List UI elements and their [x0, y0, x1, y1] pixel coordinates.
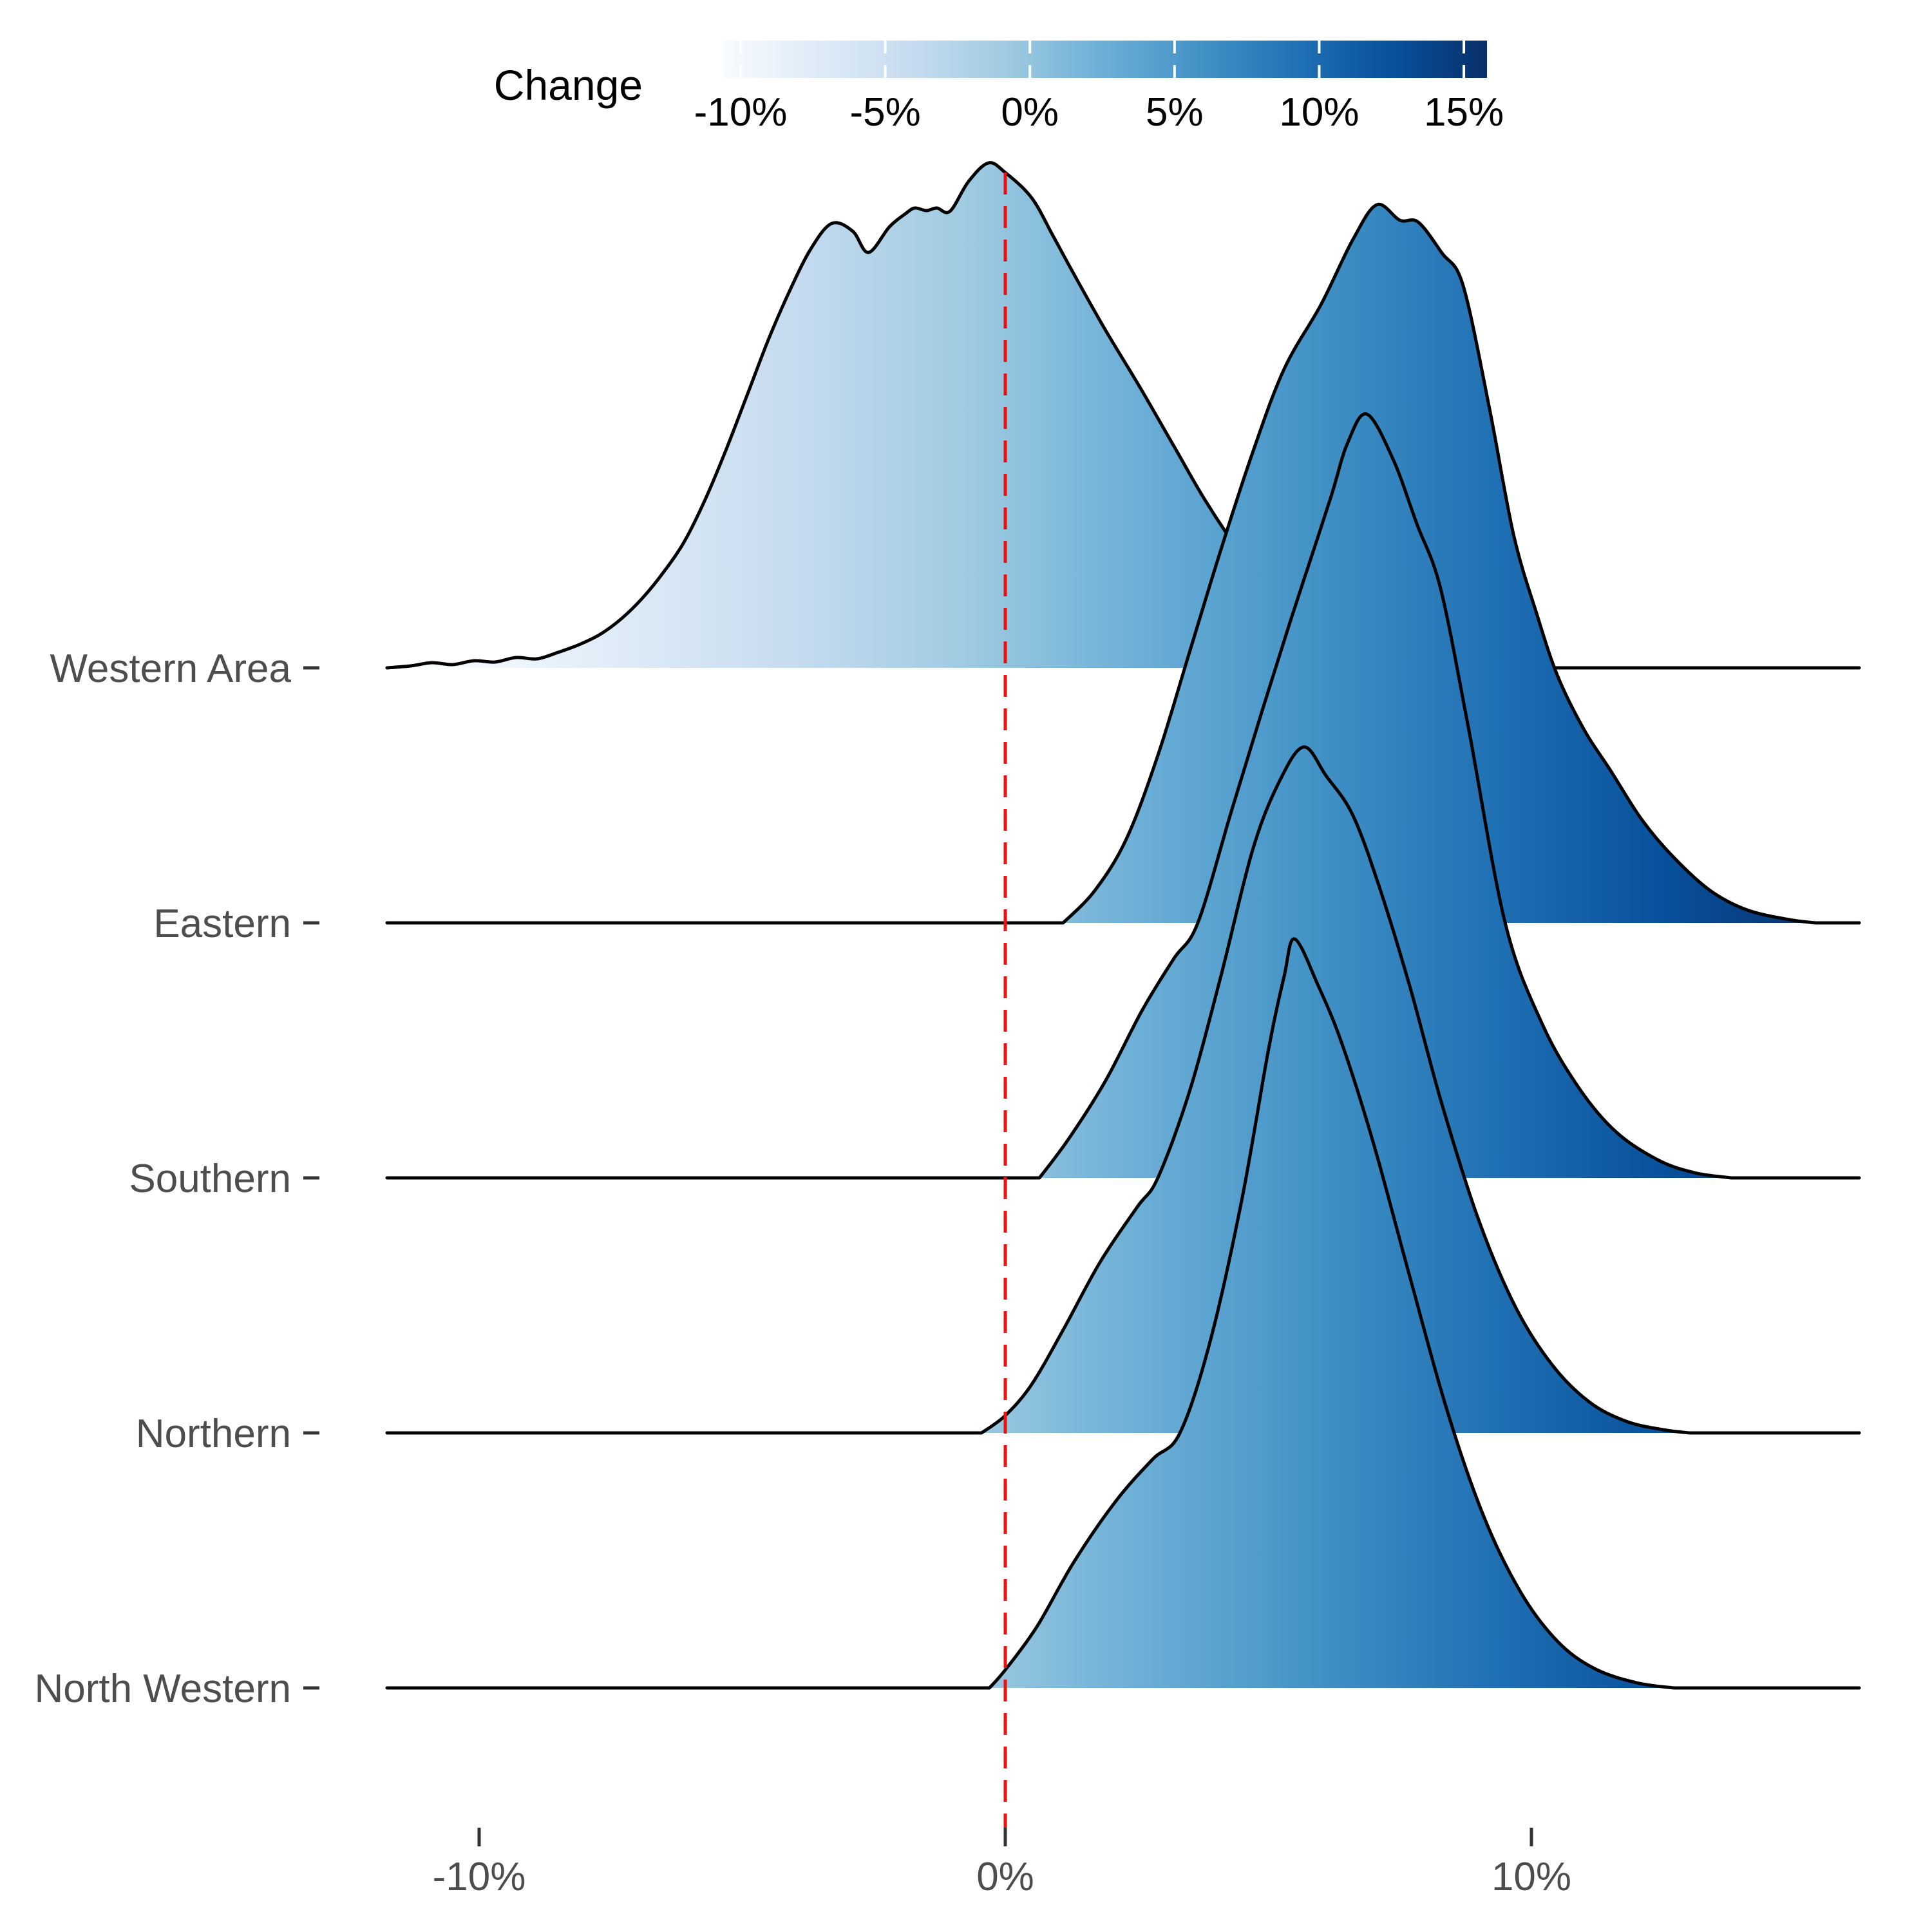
colorbar-label--10: -10%	[694, 90, 788, 135]
colorbar-label-0: 0%	[1001, 90, 1059, 135]
x-label-0: 0%	[976, 1855, 1034, 1899]
ridge-western-area	[385, 161, 1861, 670]
x-label--10: -10%	[433, 1855, 526, 1899]
y-label-western-area: Western Area	[50, 647, 292, 691]
colorbar-label--5: -5%	[849, 90, 920, 135]
x-label-10: 10%	[1492, 1855, 1571, 1899]
colorbar-label-15: 15%	[1424, 90, 1504, 135]
legend-title: Change	[494, 61, 643, 109]
ridge-north-western	[385, 937, 1861, 1690]
color-legend: -10% -5% 0% 5% 10% 15% Change	[494, 41, 1504, 135]
y-label-eastern: Eastern	[153, 902, 291, 946]
ridge-southern	[385, 412, 1861, 1180]
y-label-northern: Northern	[136, 1412, 291, 1456]
x-axis: -10% 0% 10%	[433, 1828, 1571, 1899]
colorbar-label-10: 10%	[1279, 90, 1359, 135]
y-axis: Western Area Eastern Southern Northern North…	[34, 647, 319, 1711]
y-label-southern: Southern	[129, 1157, 291, 1201]
ridge-series-group	[385, 161, 1861, 1690]
colorbar	[723, 41, 1487, 78]
colorbar-labels: -10% -5% 0% 5% 10% 15%	[694, 90, 1504, 135]
y-label-north-western: North Western	[34, 1667, 291, 1711]
colorbar-ticks	[739, 41, 1466, 78]
ridge-northern	[385, 745, 1861, 1435]
ridge-eastern	[385, 202, 1861, 925]
colorbar-label-5: 5%	[1146, 90, 1204, 135]
